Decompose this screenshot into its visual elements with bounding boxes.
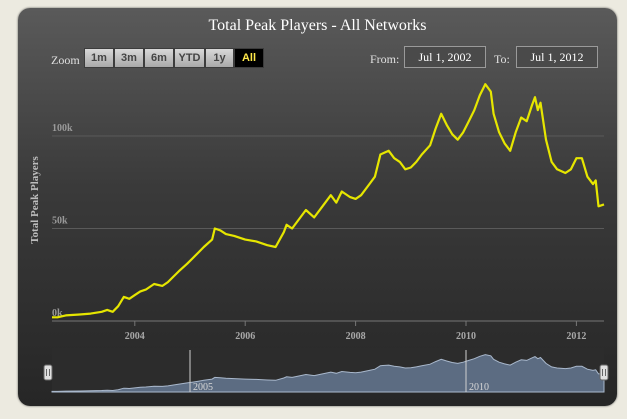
navigator[interactable]: 2005 2010 <box>43 348 609 393</box>
from-date-input[interactable] <box>404 46 486 68</box>
y-tick-label: 100k <box>52 123 73 134</box>
navigator-tick-label: 2005 <box>193 382 213 393</box>
zoom-ytd-button[interactable]: YTD <box>174 48 205 68</box>
zoom-1m-button[interactable]: 1m <box>84 48 114 68</box>
x-tick-label: 2008 <box>346 331 366 342</box>
y-axis-label: Total Peak Players <box>29 155 41 243</box>
navigator-ticks: 2005 2010 <box>189 350 489 393</box>
chart-svg: 0k 50k 100k 2004 2006 2008 2010 2012 Total Pea… <box>29 83 609 393</box>
grid-lines <box>52 135 604 322</box>
navigator-right-handle[interactable] <box>599 364 609 381</box>
chart-title: Total Peak Players - All Networks <box>208 17 427 34</box>
x-tick-label: 2010 <box>456 331 476 342</box>
y-tick-label: 0k <box>52 308 63 319</box>
x-tick-label: 2004 <box>125 331 145 342</box>
x-tick-label: 2012 <box>566 331 586 342</box>
zoom-3m-button[interactable]: 3m <box>114 48 144 68</box>
zoom-1y-button[interactable]: 1y <box>205 48 234 68</box>
x-axis-ticks: 2004 2006 2008 2010 2012 <box>52 320 604 342</box>
navigator-left-handle[interactable] <box>43 364 53 381</box>
to-label: To: <box>494 52 510 66</box>
zoom-6m-button[interactable]: 6m <box>144 48 174 68</box>
from-label: From: <box>370 52 400 66</box>
zoom-all-button[interactable]: All <box>234 48 264 68</box>
x-tick-label: 2006 <box>235 331 255 342</box>
series-line <box>52 83 605 319</box>
navigator-tick-label: 2010 <box>469 382 489 393</box>
chart-panel: Total Peak Players - All Networks Zoom 1… <box>18 8 617 406</box>
to-date-input[interactable] <box>516 46 598 68</box>
y-axis-ticks: 0k 50k 100k <box>52 123 73 319</box>
zoom-label: Zoom <box>51 53 80 67</box>
y-tick-label: 50k <box>52 216 68 227</box>
